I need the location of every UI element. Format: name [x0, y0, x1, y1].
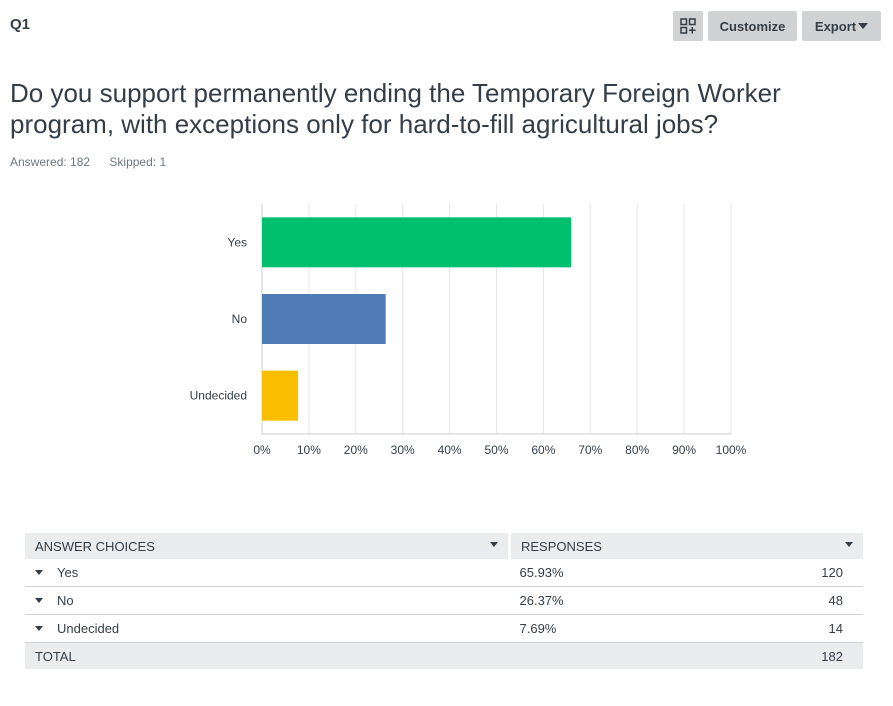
answer-choices-header-label: ANSWER CHOICES	[35, 538, 155, 554]
sort-down-icon	[845, 542, 853, 547]
bar	[262, 294, 386, 344]
answer-choice-label: Yes	[57, 565, 79, 580]
question-number: Q1	[10, 16, 31, 33]
x-tick-label: 30%	[391, 443, 415, 457]
expand-arrow-icon[interactable]	[35, 626, 43, 632]
export-button[interactable]: Export	[802, 11, 881, 41]
total-label: TOTAL	[25, 642, 510, 669]
x-tick-label: 100%	[716, 443, 747, 457]
responses-table: ANSWER CHOICES RESPONSES Yes 65.93% 120 …	[25, 533, 863, 669]
answer-choices-header[interactable]: ANSWER CHOICES	[25, 533, 511, 559]
response-stats: Answered: 182 Skipped: 1	[10, 155, 166, 169]
x-tick-label: 60%	[531, 443, 555, 457]
export-label: Export	[814, 18, 857, 34]
category-label: No	[232, 312, 248, 326]
total-spacer	[509, 642, 706, 669]
answer-choice-cell[interactable]: Yes	[25, 559, 510, 587]
grid-layout-button[interactable]	[673, 11, 703, 41]
toolbar: Customize Export	[673, 11, 881, 41]
x-tick-label: 90%	[672, 443, 696, 457]
x-tick-label: 10%	[297, 443, 321, 457]
x-tick-label: 70%	[578, 443, 602, 457]
answered-count: Answered: 182	[10, 155, 91, 169]
question-title: Do you support permanently ending the Te…	[10, 78, 781, 139]
response-percent: 7.69%	[509, 614, 706, 643]
answer-choice-label: Undecided	[57, 621, 120, 636]
responses-header[interactable]: RESPONSES	[509, 533, 863, 559]
response-percent: 26.37%	[509, 586, 706, 615]
bar-chart: 0% 10% 20% 30% 40% 50% 60% 70% 80% 90% 100% Yes No Un…	[190, 204, 747, 457]
responses-header-label: RESPONSES	[521, 538, 602, 554]
response-count: 48	[705, 586, 863, 615]
answer-choice-cell[interactable]: No	[25, 586, 510, 615]
table-row: Yes 65.93% 120	[25, 559, 863, 587]
x-tick-label: 80%	[625, 443, 649, 457]
skipped-count: Skipped: 1	[109, 155, 167, 169]
total-row: TOTAL 182	[25, 642, 863, 669]
category-label: Yes	[227, 235, 247, 249]
x-tick-label: 0%	[253, 443, 271, 457]
chevron-down-icon	[858, 23, 869, 29]
bar	[262, 370, 299, 421]
x-tick-label: 20%	[344, 443, 368, 457]
response-percent: 65.93%	[509, 559, 706, 587]
sort-down-icon	[490, 542, 498, 547]
x-tick-label: 50%	[484, 443, 508, 457]
table-row: Undecided 7.69% 14	[25, 614, 863, 643]
bar	[262, 217, 572, 268]
answer-choice-cell[interactable]: Undecided	[25, 614, 510, 643]
response-count: 120	[705, 559, 863, 587]
expand-arrow-icon[interactable]	[35, 570, 43, 576]
table-row: No 26.37% 48	[25, 586, 863, 615]
x-tick-label: 40%	[438, 443, 462, 457]
grid-add-icon	[680, 18, 696, 34]
category-label: Undecided	[190, 389, 247, 403]
expand-arrow-icon[interactable]	[35, 598, 43, 604]
total-count: 182	[705, 642, 863, 669]
response-count: 14	[705, 614, 863, 643]
answer-choice-label: No	[57, 593, 74, 608]
customize-button[interactable]: Customize	[708, 11, 797, 41]
